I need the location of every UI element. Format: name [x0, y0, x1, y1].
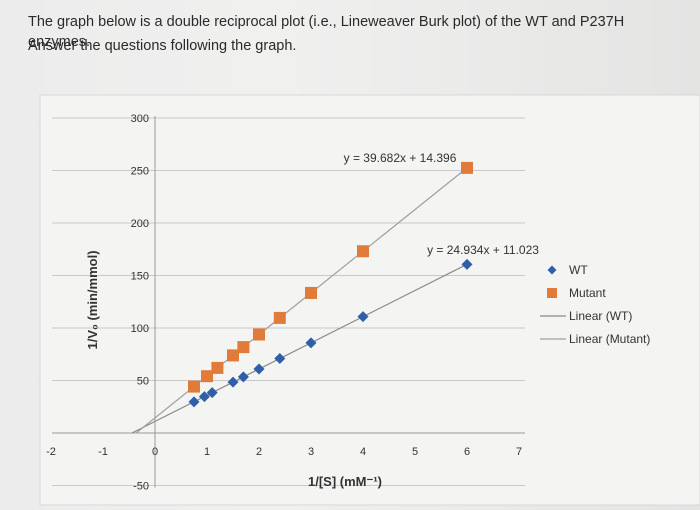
legend-label: Linear (Mutant) [569, 332, 650, 346]
y-tick-label: 50 [137, 376, 149, 388]
wt-point [461, 258, 473, 270]
mutant-point [305, 286, 317, 299]
wt-point [198, 391, 210, 403]
x-tick-label: 7 [516, 446, 522, 458]
x-tick-label: 3 [308, 446, 314, 458]
mutant-point [461, 161, 473, 174]
x-tick-label: -2 [46, 446, 56, 458]
legend-label: WT [569, 263, 588, 277]
y-tick-label: 300 [131, 113, 149, 125]
y-tick-label: -50 [133, 481, 149, 493]
x-tick-label: 1 [204, 446, 210, 458]
legend-label: Mutant [569, 286, 606, 300]
mutant-point [273, 311, 286, 324]
x-tick-label: 4 [360, 446, 366, 458]
x-tick-label: -1 [98, 446, 108, 458]
mutant-equation: y = 39.682x + 14.396 [344, 151, 457, 165]
wt-equation: y = 24.934x + 11.023 [427, 243, 539, 257]
axes [52, 116, 525, 488]
x-tick-label: 6 [464, 446, 470, 458]
y-tick-label: 200 [131, 218, 149, 230]
wt-point [237, 371, 249, 383]
trendline-equations: y = 39.682x + 14.396 y = 24.934x + 11.023 [344, 151, 540, 257]
wt-point [274, 353, 286, 365]
mutant-point [227, 349, 239, 362]
legend-mutant-marker [547, 288, 557, 298]
wt-point [357, 311, 369, 323]
wt-point [206, 387, 218, 399]
y-tick-label: 250 [131, 166, 149, 178]
y-tick-label: 150 [131, 271, 149, 283]
y-tick-label: 100 [131, 323, 149, 335]
wt-point [227, 376, 239, 388]
chart-area [39, 94, 700, 506]
legend-wt-marker [547, 265, 557, 275]
mutant-point [211, 361, 224, 374]
data-points [188, 161, 473, 408]
wt-point [305, 337, 317, 349]
question-line-2: Answer the questions following the graph… [28, 38, 297, 54]
x-tick-label: 5 [412, 446, 418, 458]
mutant-point [357, 245, 369, 258]
x-tick-label: 0 [152, 446, 158, 458]
gridlines [52, 117, 525, 486]
question-line-1: The graph below is a double reciprocal p… [28, 14, 625, 50]
mutant-point [237, 341, 250, 354]
legend: WT Mutant Linear (WT) Linear (Mutant) [540, 263, 650, 346]
tick-labels: -50 50 100 150 200 250 300 -2 -1 0 1 2 3 4 5 6 7 [46, 113, 522, 493]
mutant-point [188, 380, 200, 393]
trendline [131, 263, 468, 434]
x-tick-label: 2 [256, 446, 262, 458]
legend-label: Linear (WT) [569, 309, 632, 323]
y-axis-label: 1/V₀ (min/mmol) [85, 250, 100, 349]
wt-point [253, 363, 265, 375]
wt-point [188, 396, 200, 408]
mutant-point [253, 328, 265, 341]
x-axis-label: 1/[S] (mM⁻¹) [308, 474, 382, 489]
mutant-point [201, 370, 213, 383]
